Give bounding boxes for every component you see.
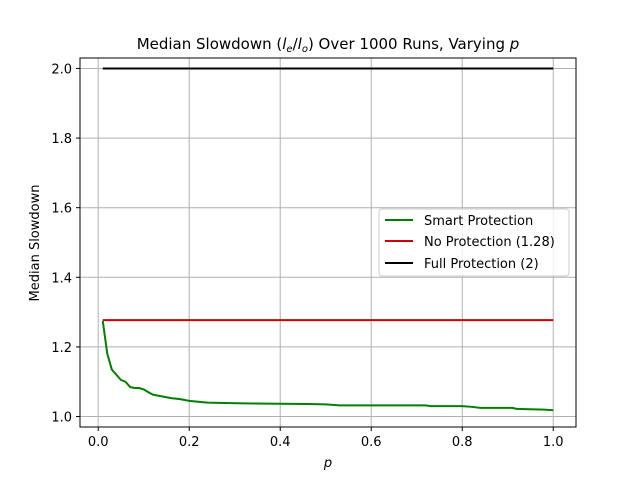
y-axis-label: Median Slowdown — [28, 185, 43, 302]
legend-frame — [378, 208, 570, 277]
plot-frame — [79, 57, 577, 428]
y-tick-label-5: 2.0 — [51, 62, 72, 77]
legend-label-no-protection: No Protection (1.28) — [424, 235, 555, 250]
x-tick-label-4: 0.8 — [452, 435, 473, 450]
y-tick-label-4: 1.8 — [51, 132, 72, 147]
x-tick-label-1: 0.2 — [179, 435, 200, 450]
x-tick-label-3: 0.6 — [361, 435, 382, 450]
y-tick-label-2: 1.4 — [51, 271, 72, 286]
legend: Smart Protection No Protection (1.28) Fu… — [378, 208, 570, 277]
chart-title: Median Slowdown (le/lo) Over 1000 Runs, … — [137, 35, 520, 55]
x-tick-label-2: 0.4 — [270, 435, 291, 450]
legend-label-full-protection: Full Protection (2) — [424, 257, 539, 272]
y-tick-label-0: 1.0 — [51, 411, 72, 426]
y-tick-label-3: 1.6 — [51, 202, 72, 217]
legend-label-smart-protection: Smart Protection — [424, 214, 533, 229]
ticks: 0.0 0.2 0.4 0.6 0.8 1.0 1.0 1.2 1.4 1.6 1.8 2.0 — [51, 62, 563, 450]
y-tick-label-1: 1.2 — [51, 341, 72, 356]
x-axis-label: p — [323, 456, 332, 471]
smart-protection-line — [101, 320, 554, 412]
x-tick-label-0: 0.0 — [88, 435, 109, 450]
series-layer — [101, 67, 554, 412]
x-tick-label-5: 1.0 — [543, 435, 564, 450]
